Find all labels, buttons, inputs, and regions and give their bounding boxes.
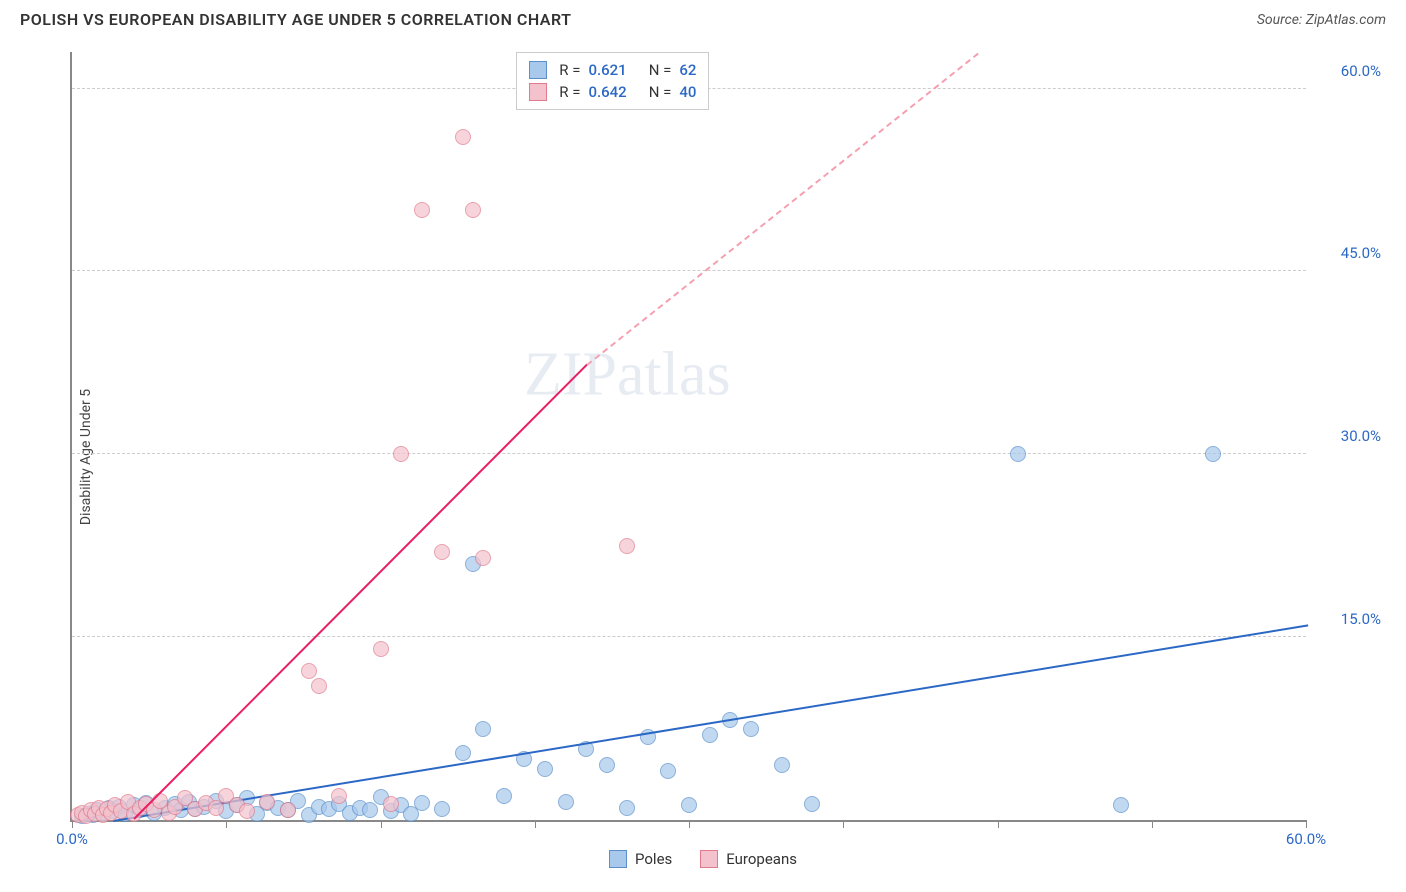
stats-row: R = 0.621 N = 62 <box>529 59 696 81</box>
x-tick-label: 60.0% <box>1286 830 1326 848</box>
y-tick-label: 30.0% <box>1311 427 1381 445</box>
scatter-point <box>465 202 481 218</box>
scatter-point <box>393 446 409 462</box>
x-tick <box>998 820 999 828</box>
scatter-point <box>434 544 450 560</box>
x-tick-label: 0.0% <box>56 830 88 848</box>
scatter-point <box>280 802 296 818</box>
scatter-point <box>681 797 697 813</box>
scatter-point <box>537 761 553 777</box>
x-tick <box>843 820 844 828</box>
y-tick-label: 60.0% <box>1311 62 1381 80</box>
scatter-point <box>619 538 635 554</box>
stat-r-value: 0.621 <box>588 61 626 79</box>
scatter-point <box>599 757 615 773</box>
scatter-point <box>434 801 450 817</box>
plot-area: ZIPatlas 15.0%30.0%45.0%60.0%0.0%60.0%R … <box>70 52 1306 822</box>
legend-swatch <box>609 850 627 868</box>
scatter-point <box>660 763 676 779</box>
chart-container: Disability Age Under 5 ZIPatlas 15.0%30.… <box>20 42 1386 872</box>
scatter-point <box>414 795 430 811</box>
scatter-point <box>414 202 430 218</box>
bottom-legend: Poles Europeans <box>609 850 797 868</box>
x-tick <box>226 820 227 828</box>
stat-r-value: 0.642 <box>588 83 626 101</box>
scatter-point <box>475 550 491 566</box>
scatter-point <box>804 796 820 812</box>
scatter-point <box>743 721 759 737</box>
trend-line <box>113 624 1308 822</box>
scatter-point <box>311 678 327 694</box>
scatter-point <box>331 788 347 804</box>
y-tick-label: 45.0% <box>1311 244 1381 262</box>
gridline <box>72 636 1306 637</box>
scatter-point <box>702 727 718 743</box>
stats-row: R = 0.642 N = 40 <box>529 81 696 103</box>
scatter-point <box>362 802 378 818</box>
scatter-point <box>1205 446 1221 462</box>
legend-swatch <box>529 83 547 101</box>
x-tick <box>689 820 690 828</box>
stat-r-label: R = <box>559 83 580 101</box>
gridline <box>72 453 1306 454</box>
x-tick <box>381 820 382 828</box>
scatter-point <box>455 745 471 761</box>
scatter-point <box>496 788 512 804</box>
stat-n-label: N = <box>649 83 672 101</box>
scatter-point <box>1113 797 1129 813</box>
y-tick-label: 15.0% <box>1311 610 1381 628</box>
scatter-point <box>259 794 275 810</box>
scatter-point <box>239 803 255 819</box>
scatter-point <box>475 721 491 737</box>
chart-source: Source: ZipAtlas.com <box>1257 12 1386 28</box>
stat-n-value: 62 <box>679 61 696 79</box>
legend-label: Europeans <box>726 850 797 868</box>
x-tick <box>1152 820 1153 828</box>
stat-r-label: R = <box>559 61 580 79</box>
scatter-point <box>1010 446 1026 462</box>
chart-title: POLISH VS EUROPEAN DISABILITY AGE UNDER … <box>20 10 571 29</box>
stat-n-value: 40 <box>679 83 696 101</box>
legend-swatch <box>529 61 547 79</box>
stats-box: R = 0.621 N = 62 R = 0.642 N = 40 <box>516 52 709 110</box>
scatter-point <box>619 800 635 816</box>
legend-swatch <box>700 850 718 868</box>
scatter-point <box>383 796 399 812</box>
legend-item: Europeans <box>700 850 797 868</box>
scatter-point <box>774 757 790 773</box>
gridline <box>72 270 1306 271</box>
x-tick <box>535 820 536 828</box>
scatter-point <box>558 794 574 810</box>
scatter-point <box>373 641 389 657</box>
legend-item: Poles <box>609 850 672 868</box>
scatter-point <box>301 663 317 679</box>
x-tick <box>1306 820 1307 828</box>
chart-header: POLISH VS EUROPEAN DISABILITY AGE UNDER … <box>0 0 1406 34</box>
legend-label: Poles <box>635 850 672 868</box>
watermark: ZIPatlas <box>524 339 731 410</box>
scatter-point <box>455 129 471 145</box>
stat-n-label: N = <box>649 61 672 79</box>
